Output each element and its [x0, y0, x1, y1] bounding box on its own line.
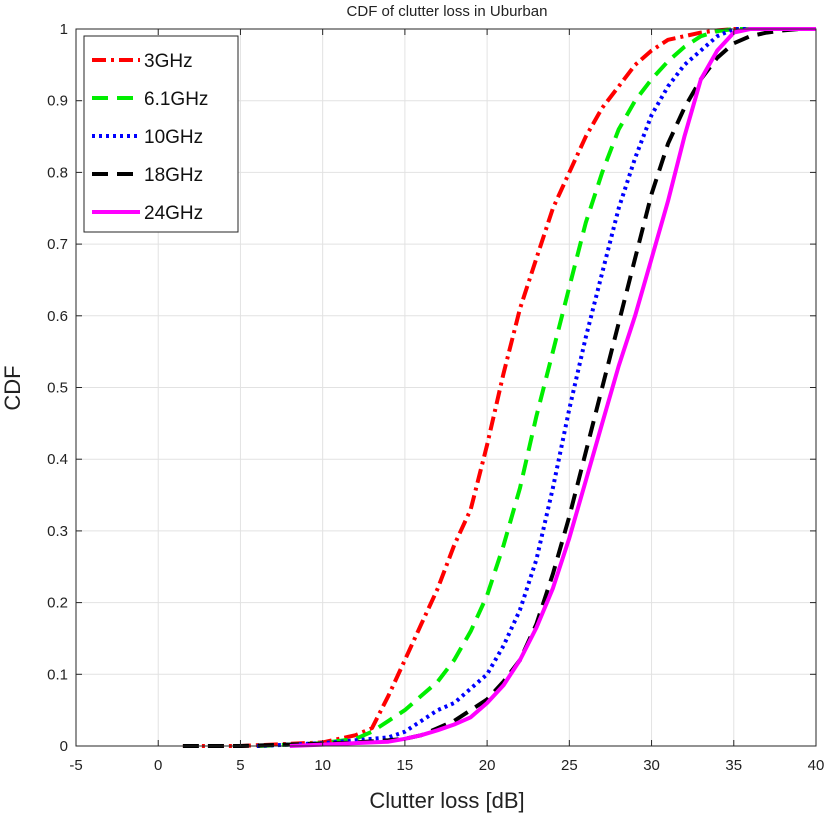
- x-axis-label: Clutter loss [dB]: [369, 788, 524, 813]
- series-line-24ghz: [289, 27, 816, 748]
- series-lines: [182, 27, 816, 748]
- x-tick-label: 5: [236, 757, 244, 774]
- series-line-3ghz: [182, 27, 784, 748]
- legend: 3GHz 6.1GHz 10GHz 18GHz 24GHz: [83, 35, 239, 233]
- legend-label: 24GHz: [144, 203, 203, 224]
- legend-label: 6.1GHz: [144, 89, 208, 110]
- x-tick-label: 15: [397, 757, 414, 774]
- y-tick-label: 0.2: [47, 595, 68, 612]
- y-tick-label: 0.7: [47, 236, 68, 253]
- y-axis-ticks: 0 0.1 0.2 0.3 0.4 0.5 0.6 0.7 0.8 0.9 1: [47, 21, 816, 755]
- x-tick-label: 40: [808, 757, 825, 774]
- x-tick-label: 30: [643, 757, 660, 774]
- x-tick-label: 25: [561, 757, 578, 774]
- y-tick-label: 1: [60, 21, 68, 38]
- y-tick-label: 0: [60, 738, 68, 755]
- y-tick-label: 0.9: [47, 93, 68, 110]
- legend-box: [83, 35, 239, 233]
- x-tick-label: 10: [314, 757, 331, 774]
- y-tick-label: 0.5: [47, 380, 68, 397]
- y-tick-label: 0.1: [47, 666, 68, 683]
- y-tick-label: 0.4: [47, 451, 68, 468]
- y-axis-label: CDF: [0, 365, 25, 410]
- legend-label: 10GHz: [144, 127, 203, 148]
- x-tick-label: 20: [479, 757, 496, 774]
- x-tick-label: -5: [69, 757, 82, 774]
- series-line-6-1ghz: [256, 27, 767, 748]
- x-axis-ticks: -5 0 5 10 15 20 25 30 35 40: [69, 29, 824, 774]
- chart-title: CDF of clutter loss in Uburban: [347, 3, 548, 20]
- legend-label: 18GHz: [144, 165, 203, 186]
- y-tick-label: 0.3: [47, 523, 68, 540]
- y-tick-label: 0.6: [47, 308, 68, 325]
- legend-label: 3GHz: [144, 51, 193, 72]
- x-tick-label: 35: [725, 757, 742, 774]
- x-tick-label: 0: [154, 757, 162, 774]
- y-tick-label: 0.8: [47, 164, 68, 181]
